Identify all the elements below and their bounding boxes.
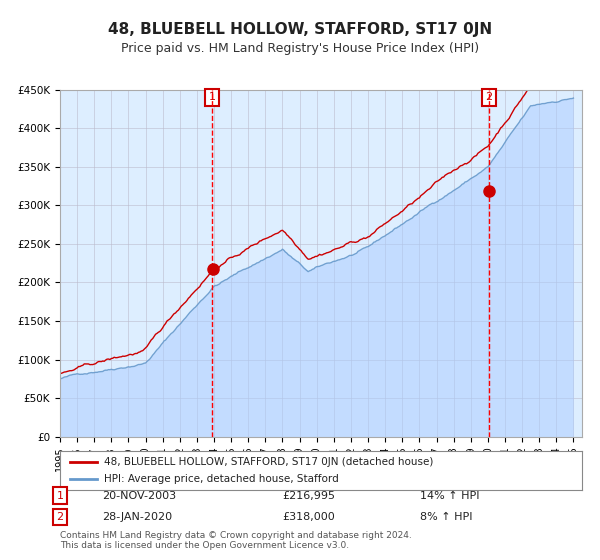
Text: 20-NOV-2003: 20-NOV-2003 [102, 491, 176, 501]
Text: Contains HM Land Registry data © Crown copyright and database right 2024.
This d: Contains HM Land Registry data © Crown c… [60, 530, 412, 550]
Text: 14% ↑ HPI: 14% ↑ HPI [420, 491, 479, 501]
Text: 8% ↑ HPI: 8% ↑ HPI [420, 512, 473, 522]
Text: 2: 2 [56, 512, 64, 522]
Text: 2: 2 [485, 92, 493, 102]
Text: £318,000: £318,000 [282, 512, 335, 522]
Text: 1: 1 [56, 491, 64, 501]
Text: £216,995: £216,995 [282, 491, 335, 501]
Text: 28-JAN-2020: 28-JAN-2020 [102, 512, 172, 522]
Text: Price paid vs. HM Land Registry's House Price Index (HPI): Price paid vs. HM Land Registry's House … [121, 42, 479, 55]
Text: 48, BLUEBELL HOLLOW, STAFFORD, ST17 0JN (detached house): 48, BLUEBELL HOLLOW, STAFFORD, ST17 0JN … [104, 457, 434, 467]
Text: HPI: Average price, detached house, Stafford: HPI: Average price, detached house, Staf… [104, 474, 339, 484]
Text: 1: 1 [209, 92, 216, 102]
Text: 48, BLUEBELL HOLLOW, STAFFORD, ST17 0JN: 48, BLUEBELL HOLLOW, STAFFORD, ST17 0JN [108, 22, 492, 38]
